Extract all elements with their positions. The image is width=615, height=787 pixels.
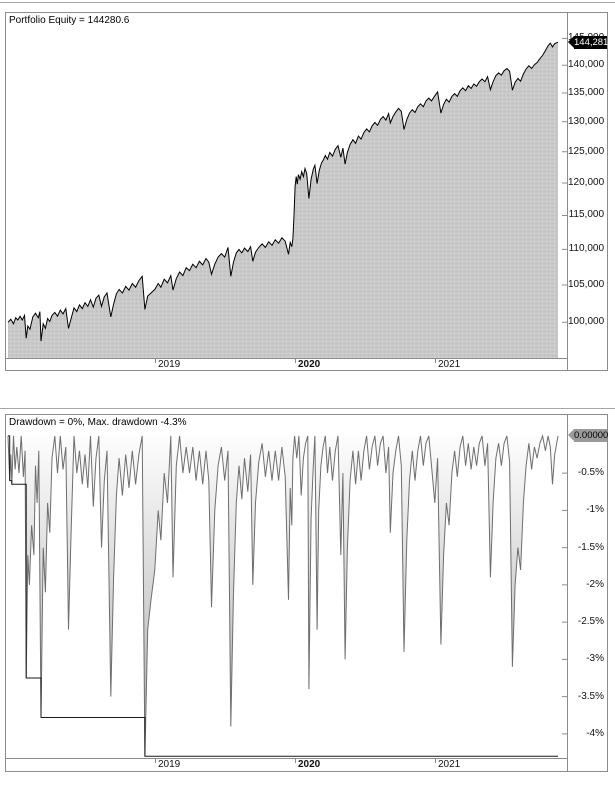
y-tick-label: -1.5%: [577, 542, 604, 553]
y-tick-label: 100,000: [568, 316, 605, 327]
x-axis-drawdown: 2019 2020 2021: [6, 759, 567, 771]
y-tick-label: 135,000: [568, 87, 605, 98]
x-year-label: 2021: [438, 759, 461, 770]
drawdown-value-tag: 0.00000: [568, 429, 609, 442]
x-tick-mark: [435, 359, 436, 363]
y-tick-label: -3%: [586, 653, 604, 664]
x-tick-mark: [295, 359, 296, 363]
equity-chart-svg[interactable]: [6, 13, 567, 358]
pane-separator-top: [0, 2, 615, 3]
drawdown-chart-svg[interactable]: [6, 415, 567, 757]
x-year-label: 2019: [158, 359, 181, 370]
y-tick-label: -2%: [586, 579, 604, 590]
x-axis-equity: 2019 2020 2021: [6, 359, 567, 370]
x-year-label: 2019: [158, 759, 181, 770]
y-tick-label: 130,000: [568, 116, 605, 127]
drawdown-title: Drawdown = 0%, Max. drawdown -4.3%: [9, 417, 187, 428]
equity-title: Portfolio Equity = 144280.6: [9, 15, 130, 26]
drawdown-strip-border: [6, 758, 567, 759]
x-tick-mark: [295, 759, 296, 763]
x-year-label: 2020: [298, 359, 321, 370]
x-year-label: 2021: [438, 359, 461, 370]
pane-drawdown: Drawdown = 0%, Max. drawdown -4.3% -0.5%…: [5, 414, 608, 772]
x-tick-mark: [435, 759, 436, 763]
y-tick-label: -1%: [586, 504, 604, 515]
x-year-label: 2020: [298, 759, 321, 770]
y-tick-label: 125,000: [568, 146, 605, 157]
y-tick-label: -2.5%: [577, 616, 604, 627]
x-tick-mark: [155, 359, 156, 363]
y-tick-label: -0.5%: [577, 467, 604, 478]
y-tick-label: -4%: [586, 728, 604, 739]
y-tick-label: -3.5%: [577, 691, 604, 702]
y-tick-label: 120,000: [568, 177, 605, 188]
equity-strip-border: [6, 358, 567, 359]
equity-value-tag: 144,281: [568, 36, 609, 49]
drawdown-axis-divider: [567, 415, 568, 771]
y-tick-label: 115,000: [568, 209, 604, 220]
y-axis-drawdown: -0.5% -1% -1.5% -2% -2.5% -3% -3.5% -4%: [568, 415, 607, 757]
equity-axis-divider: [567, 13, 568, 370]
pane-equity: Portfolio Equity = 144280.6 100,000 105,0…: [5, 12, 608, 371]
pane-separator-middle: [0, 408, 615, 409]
x-tick-mark: [155, 759, 156, 763]
y-axis-equity: 100,000 105,000 110,000 115,000 120,000 125,0…: [568, 13, 607, 358]
y-tick-label: 105,000: [568, 279, 605, 290]
y-tick-label: 140,000: [568, 59, 605, 70]
y-tick-label: 110,000: [568, 243, 604, 254]
